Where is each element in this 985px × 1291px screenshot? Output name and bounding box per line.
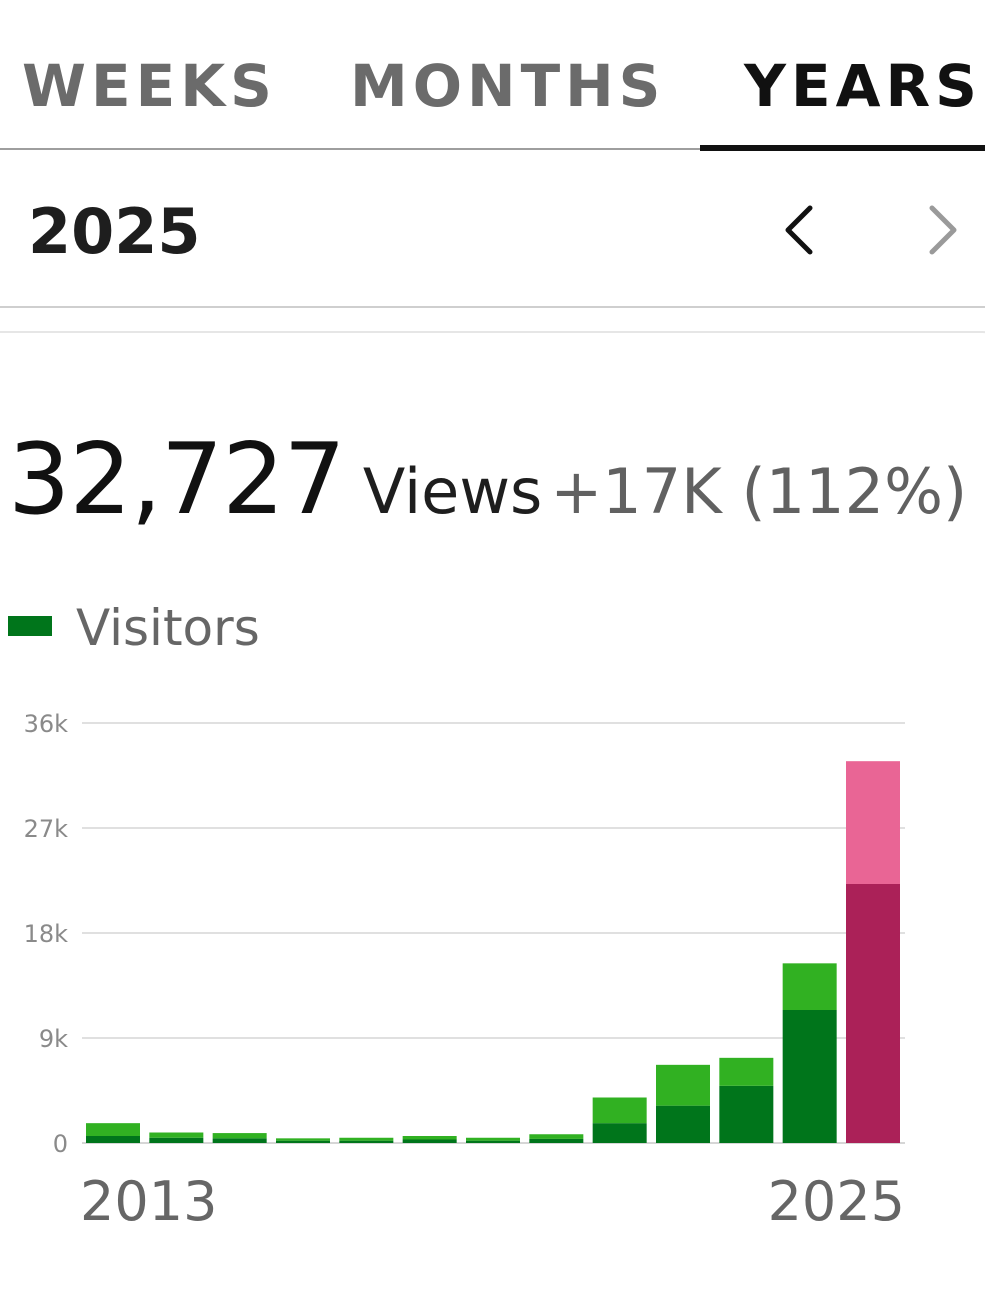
bar-visitors-2016[interactable]: [276, 1140, 330, 1143]
x-tick-label: 2025: [768, 1170, 905, 1233]
bar-views-2019[interactable]: [466, 1137, 520, 1141]
bar-views-2025[interactable]: [846, 761, 900, 884]
bar-visitors-2024[interactable]: [782, 1010, 837, 1143]
legend-label-visitors: Visitors: [76, 599, 260, 657]
bar-views-2022[interactable]: [656, 1064, 710, 1106]
y-tick-label: 27k: [24, 815, 69, 843]
bar-views-2024[interactable]: [782, 963, 837, 1010]
chevron-right-icon: [929, 205, 957, 255]
bar-views-2015[interactable]: [212, 1133, 267, 1139]
bar-views-2023[interactable]: [719, 1057, 774, 1086]
bar-views-2014[interactable]: [149, 1132, 204, 1138]
tab-months[interactable]: MONTHS: [350, 52, 666, 120]
y-tick-label: 36k: [24, 710, 69, 738]
bar-visitors-2022[interactable]: [656, 1105, 710, 1143]
legend-swatch-visitors: [8, 616, 52, 636]
y-tick-label: 9k: [39, 1025, 68, 1053]
bar-visitors-2014[interactable]: [149, 1137, 204, 1143]
bar-visitors-2021[interactable]: [592, 1123, 647, 1143]
stats-card: [0, 331, 985, 1291]
bar-visitors-2015[interactable]: [212, 1138, 267, 1143]
yearly-views-chart: 0 9k 18k 27k 36k 2013 2025: [24, 710, 905, 1233]
bar-views-2018[interactable]: [402, 1136, 457, 1140]
next-period-button[interactable]: [912, 200, 972, 260]
total-views-summary: 32,727 Views +17K (112%): [8, 420, 967, 569]
y-tick-label: 18k: [24, 920, 69, 948]
period-header: 2025: [0, 152, 985, 308]
tab-years[interactable]: YEARS: [744, 52, 982, 120]
bar-views-2017[interactable]: [339, 1137, 394, 1141]
active-tab-indicator: [700, 145, 985, 151]
bar-views-2013[interactable]: [86, 1123, 140, 1136]
chevron-left-icon: [785, 205, 813, 255]
total-views-value: 32,727: [8, 423, 346, 537]
bar-visitors-2018[interactable]: [402, 1139, 457, 1144]
bar-visitors-2017[interactable]: [339, 1140, 394, 1143]
period-title: 2025: [28, 195, 201, 268]
tab-weeks[interactable]: WEEKS: [22, 52, 277, 120]
y-tick-label: 0: [53, 1130, 68, 1158]
period-tab-bar: WEEKS MONTHS YEARS: [0, 0, 985, 151]
x-tick-label: 2013: [80, 1170, 217, 1233]
bar-visitors-2013[interactable]: [86, 1136, 140, 1143]
previous-period-button[interactable]: [770, 200, 830, 260]
bar-views-2021[interactable]: [592, 1097, 647, 1124]
bar-visitors-2020[interactable]: [529, 1138, 584, 1143]
bar-visitors-2025[interactable]: [846, 884, 900, 1143]
bar-visitors-2019[interactable]: [466, 1140, 520, 1143]
views-change: +17K (112%): [550, 455, 968, 528]
bar-visitors-2023[interactable]: [719, 1085, 774, 1143]
bar-views-2016[interactable]: [276, 1138, 330, 1141]
bar-views-2020[interactable]: [529, 1134, 584, 1139]
total-views-unit: Views: [362, 455, 543, 528]
